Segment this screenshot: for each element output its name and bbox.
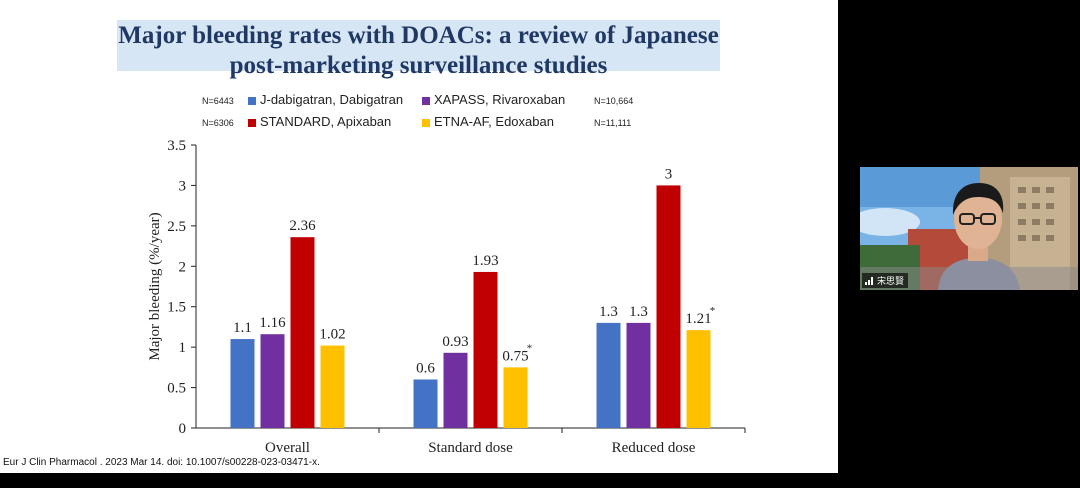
slide-title: Major bleeding rates with DOACs: a revie…: [118, 22, 719, 79]
legend-label-rivaroxaban: XAPASS, Rivaroxaban: [434, 92, 566, 107]
legend-swatch-rivaroxaban: [422, 97, 430, 105]
legend-n-dabigatran: N=6443: [202, 96, 234, 106]
data-label: 0.75: [502, 348, 528, 364]
bar-1-1: [443, 352, 468, 428]
legend-swatch-dabigatran: [248, 97, 256, 105]
x-category-label: Overall: [265, 440, 310, 456]
bar-2-3: [686, 330, 711, 428]
data-label: 0.6: [416, 360, 435, 376]
asterisk-annotation: *: [710, 305, 716, 317]
bar-2-0: [596, 322, 621, 428]
y-tick-label: 0: [179, 421, 187, 437]
webcam-image: [860, 167, 1078, 290]
data-label: 1.93: [472, 253, 498, 269]
asterisk-annotation: *: [527, 342, 533, 354]
data-label: 1.1: [233, 320, 252, 336]
data-label: 1.21: [685, 311, 711, 327]
citation: Eur J Clin Pharmacol . 2023 Mar 14. doi:…: [3, 457, 320, 468]
x-category-label: Standard dose: [428, 440, 513, 456]
webcam-video: 宋思賢: [860, 167, 1078, 290]
bar-1-2: [473, 271, 498, 428]
slide: Major bleeding rates with DOACs: a revie…: [0, 0, 838, 473]
legend-n-apixaban: N=6306: [202, 118, 234, 128]
bar-0-0: [230, 339, 255, 428]
legend-swatch-apixaban: [248, 119, 256, 127]
bar-0-1: [260, 334, 285, 428]
participant-name: 宋思賢: [877, 277, 905, 287]
y-tick-label: 1.5: [167, 300, 186, 316]
legend-label-dabigatran: J-dabigatran, Dabigatran: [260, 92, 404, 107]
title-banner: [117, 20, 720, 71]
legend-n-edoxaban: N=11,111: [594, 118, 632, 128]
data-label: 0.93: [442, 334, 468, 350]
y-tick-label: 2.5: [167, 219, 186, 235]
data-label: 2.36: [289, 218, 316, 234]
legend-label-apixaban: STANDARD, Apixaban: [260, 114, 392, 129]
data-label: 1.3: [629, 304, 648, 320]
bar-1-3: [503, 367, 528, 428]
x-category-label: Reduced dose: [612, 440, 696, 456]
y-tick-label: 1: [179, 340, 187, 356]
y-axis-label: Major bleeding (%/year): [147, 212, 163, 360]
y-tick-label: 3: [179, 178, 187, 194]
legend-row-1: N=6443 J-dabigatran, Dabigatran XAPASS, …: [198, 92, 658, 110]
y-tick-label: 2: [179, 259, 187, 275]
legend-label-edoxaban: ETNA-AF, Edoxaban: [434, 114, 554, 129]
data-label: 1.16: [259, 315, 286, 331]
bar-2-1: [626, 322, 651, 428]
legend-row-2: N=6306 STANDARD, Apixaban ETNA-AF, Edoxa…: [198, 114, 658, 132]
signal-icon: [865, 277, 874, 285]
bar-0-2: [290, 237, 315, 428]
data-label: 1.02: [319, 327, 345, 343]
bar-1-0: [413, 379, 438, 428]
bar-0-3: [320, 345, 345, 428]
legend-swatch-edoxaban: [422, 119, 430, 127]
legend-n-rivaroxaban: N=10,664: [594, 96, 634, 106]
participant-name-label: 宋思賢: [862, 273, 909, 288]
bar-chart: 0 0.5 1 1.5 2 2.5 3 3.5 Major bleeding (%/year) O…: [147, 138, 746, 456]
y-tick-label: 3.5: [167, 138, 186, 154]
y-tick-label: 0.5: [167, 381, 186, 397]
bar-2-2: [656, 185, 681, 428]
data-label: 1.3: [599, 304, 618, 320]
data-label: 3: [665, 166, 673, 182]
